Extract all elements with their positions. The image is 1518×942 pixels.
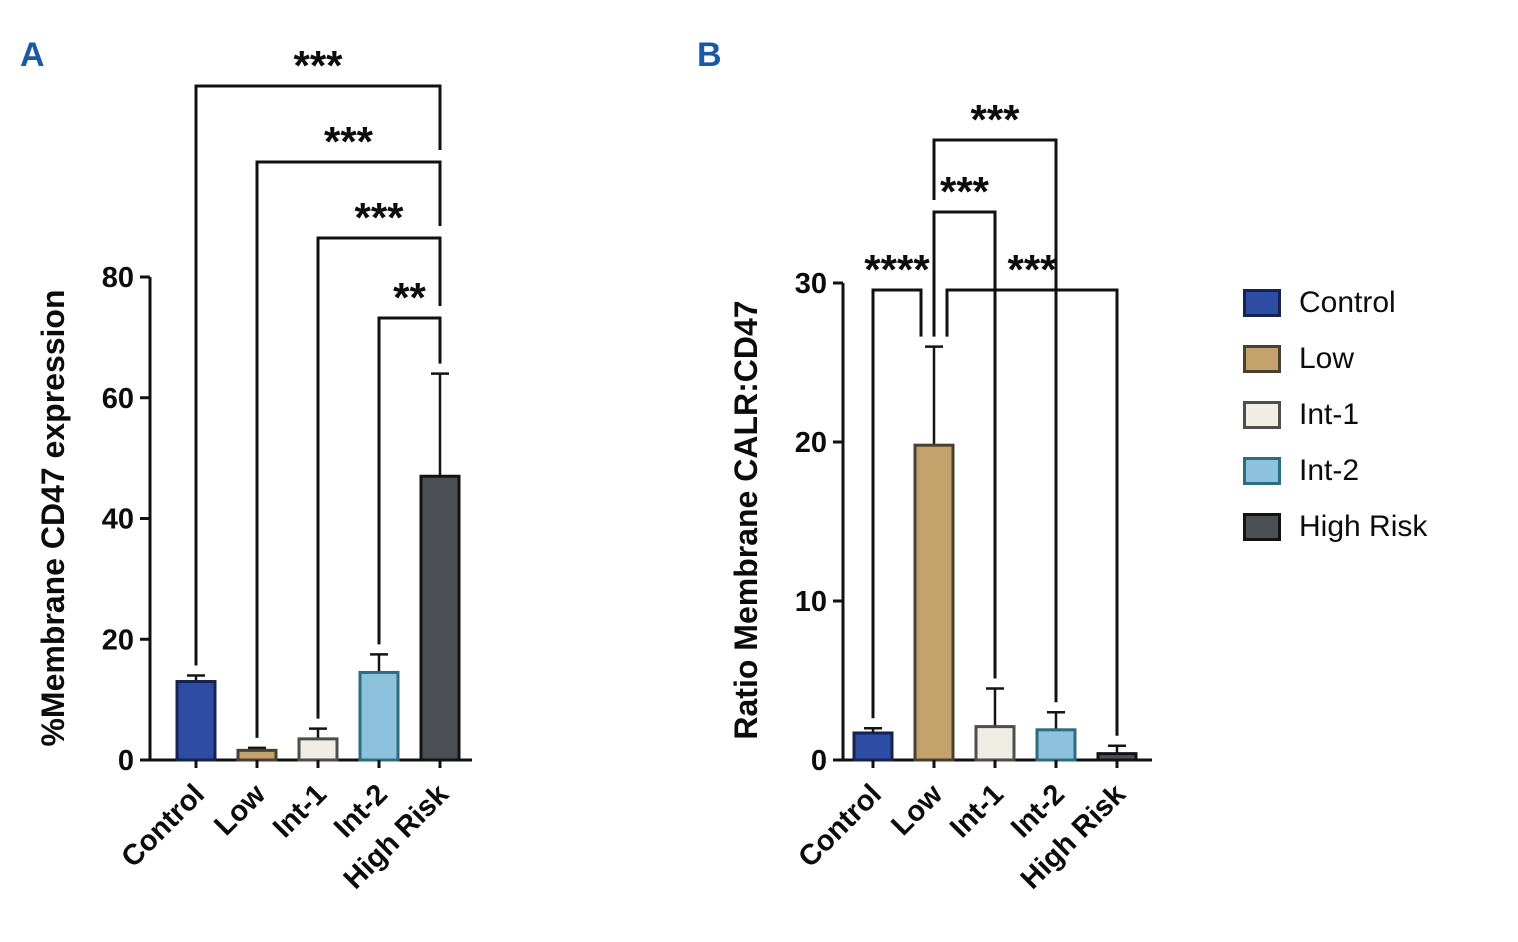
significance-stars: *** — [324, 118, 374, 165]
y-tick-label: 40 — [102, 504, 134, 536]
significance-bracket-low-vs-int-1 — [932, 210, 997, 679]
legend-swatch-int-2 — [1243, 457, 1281, 485]
x-category-label-control: Control — [115, 778, 211, 874]
panel-b-letter: B — [697, 36, 722, 74]
significance-bracket-low-vs-int-2 — [932, 138, 1058, 703]
legend-swatch-control — [1243, 289, 1281, 317]
panel-a-bar-low — [236, 748, 278, 762]
panel-b-bar-high-risk — [1096, 752, 1138, 762]
significance-stars: *** — [1007, 246, 1057, 293]
panel-a-bar-int-1 — [297, 737, 339, 762]
panel-b-bar-low — [913, 443, 955, 762]
y-tick-label: 0 — [118, 745, 134, 777]
panel-b-bar-int-1 — [974, 725, 1016, 762]
significance-stars: *** — [940, 168, 990, 215]
panel-b-bar-control — [852, 731, 894, 762]
significance-stars: *** — [293, 42, 343, 89]
panel-a-letter: A — [20, 36, 45, 74]
y-tick-label: 30 — [795, 268, 827, 300]
x-category-label-low: Low — [208, 778, 272, 842]
y-axis-title-b: Ratio Membrane CALR:CD47 — [728, 300, 764, 739]
y-tick-label: 20 — [795, 427, 827, 459]
panel-b-bar-int-2 — [1035, 728, 1077, 762]
x-category-label-int-1: Int-1 — [944, 778, 1010, 844]
significance-stars: *** — [354, 194, 404, 241]
panel-a-bar-high-risk — [419, 474, 461, 762]
legend-swatch-low — [1243, 345, 1281, 373]
significance-bracket-int-2-vs-high-risk — [377, 316, 442, 645]
legend-label-int-2: Int-2 — [1299, 454, 1360, 487]
legend: Control Low Int-1 Int-2 High Risk — [1243, 288, 1427, 542]
legend-label-low: Low — [1299, 342, 1355, 375]
legend-label-control: Control — [1299, 286, 1396, 319]
legend-swatch-high-risk — [1243, 513, 1281, 541]
significance-bracket-control-vs-low — [871, 288, 923, 719]
significance-bracket-int-1-vs-high-risk — [316, 236, 442, 719]
legend-item-low: Low — [1243, 344, 1427, 374]
panel-a-bar-control — [175, 680, 217, 762]
legend-item-int-1: Int-1 — [1243, 400, 1427, 430]
significance-bracket-low-vs-high-risk — [945, 288, 1119, 736]
significance-bracket-low-vs-high-risk — [255, 160, 442, 738]
y-tick-label: 20 — [102, 624, 134, 656]
legend-item-int-2: Int-2 — [1243, 456, 1427, 486]
legend-label-high-risk: High Risk — [1299, 510, 1428, 543]
x-category-label-control: Control — [792, 778, 888, 874]
significance-stars: ** — [393, 274, 426, 321]
y-tick-label: 80 — [102, 262, 134, 294]
x-category-label-int-1: Int-1 — [267, 778, 333, 844]
y-tick-label: 60 — [102, 383, 134, 415]
y-axis-title-a: %Membrane CD47 expression — [35, 289, 71, 746]
legend-item-high-risk: High Risk — [1243, 512, 1427, 542]
legend-swatch-int-1 — [1243, 401, 1281, 429]
x-category-label-low: Low — [885, 778, 949, 842]
legend-label-int-1: Int-1 — [1299, 398, 1360, 431]
significance-bracket-control-vs-high-risk — [194, 84, 442, 666]
legend-item-control: Control — [1243, 288, 1427, 318]
significance-stars: **** — [864, 246, 930, 293]
panel-a-bar-int-2 — [358, 670, 400, 762]
significance-stars: *** — [970, 96, 1020, 143]
y-tick-label: 10 — [795, 586, 827, 618]
y-tick-label: 0 — [811, 745, 827, 777]
